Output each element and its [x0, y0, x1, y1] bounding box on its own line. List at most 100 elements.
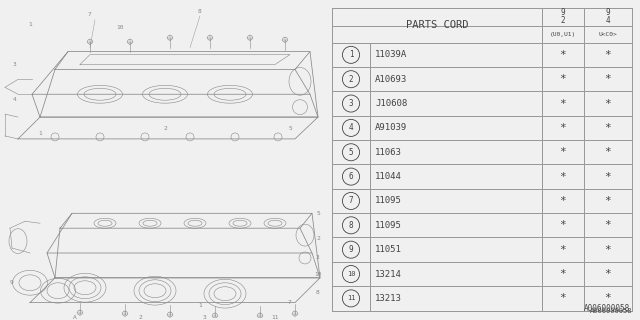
- Text: 11044: 11044: [375, 172, 402, 181]
- Text: 9: 9: [10, 280, 14, 285]
- Text: *: *: [559, 245, 566, 255]
- Text: 7: 7: [88, 12, 92, 17]
- Bar: [370, 262, 542, 286]
- Text: *: *: [605, 293, 611, 303]
- Bar: [332, 286, 370, 310]
- Bar: [370, 237, 542, 262]
- Bar: [332, 164, 370, 189]
- Bar: [542, 43, 584, 67]
- Text: *: *: [605, 147, 611, 157]
- Bar: [332, 26, 542, 43]
- Bar: [542, 286, 584, 310]
- Text: U<C0>: U<C0>: [598, 32, 618, 37]
- Bar: [332, 213, 370, 237]
- Text: A: A: [73, 315, 77, 320]
- Text: 8: 8: [349, 221, 353, 230]
- Text: 7: 7: [349, 196, 353, 205]
- Text: *: *: [605, 74, 611, 84]
- Bar: [584, 116, 632, 140]
- Text: 13214: 13214: [375, 269, 402, 278]
- Text: 3: 3: [316, 255, 320, 260]
- Text: *: *: [605, 196, 611, 206]
- Text: 3: 3: [349, 99, 353, 108]
- Text: *: *: [559, 293, 566, 303]
- Bar: [542, 213, 584, 237]
- Text: 9
2: 9 2: [561, 8, 565, 25]
- Text: 5: 5: [288, 126, 292, 132]
- Text: 8: 8: [316, 290, 320, 295]
- Bar: [542, 116, 584, 140]
- Bar: [542, 164, 584, 189]
- Text: 5: 5: [349, 148, 353, 157]
- Text: *: *: [605, 172, 611, 182]
- Bar: [370, 213, 542, 237]
- Text: *: *: [605, 123, 611, 133]
- Text: 4: 4: [13, 97, 17, 102]
- Text: 11: 11: [271, 315, 279, 320]
- Bar: [332, 189, 370, 213]
- Bar: [332, 92, 370, 116]
- Text: *: *: [605, 245, 611, 255]
- Bar: [542, 237, 584, 262]
- Text: 9
4: 9 4: [605, 8, 611, 25]
- Bar: [332, 262, 370, 286]
- Bar: [370, 189, 542, 213]
- Bar: [542, 189, 584, 213]
- Text: 6: 6: [349, 172, 353, 181]
- Bar: [584, 140, 632, 164]
- Bar: [584, 262, 632, 286]
- Bar: [370, 67, 542, 92]
- Text: 2: 2: [138, 315, 142, 320]
- Text: *: *: [605, 269, 611, 279]
- Text: *: *: [559, 220, 566, 230]
- Bar: [332, 8, 632, 310]
- Text: 1: 1: [28, 22, 32, 27]
- Bar: [542, 26, 584, 43]
- Text: 10: 10: [314, 272, 322, 277]
- Bar: [332, 116, 370, 140]
- Bar: [542, 8, 584, 26]
- Text: 1: 1: [38, 132, 42, 136]
- Text: 10: 10: [116, 25, 124, 30]
- Text: *: *: [559, 99, 566, 108]
- Bar: [584, 67, 632, 92]
- Text: *: *: [559, 123, 566, 133]
- Bar: [332, 67, 370, 92]
- Text: 11051: 11051: [375, 245, 402, 254]
- Text: *: *: [559, 172, 566, 182]
- Text: 1: 1: [198, 303, 202, 308]
- Text: *: *: [559, 50, 566, 60]
- Text: PARTS CORD: PARTS CORD: [406, 20, 468, 30]
- Text: *: *: [559, 74, 566, 84]
- Text: A10693: A10693: [375, 75, 407, 84]
- Bar: [584, 8, 632, 26]
- Text: A006000058: A006000058: [584, 304, 630, 313]
- Text: *: *: [605, 220, 611, 230]
- Text: A91039: A91039: [375, 124, 407, 132]
- Bar: [542, 92, 584, 116]
- Text: 9: 9: [349, 245, 353, 254]
- Text: *: *: [559, 269, 566, 279]
- Text: 8: 8: [198, 9, 202, 14]
- Bar: [332, 8, 542, 26]
- Text: 3: 3: [203, 315, 207, 320]
- Bar: [542, 262, 584, 286]
- Bar: [370, 116, 542, 140]
- Bar: [584, 213, 632, 237]
- Text: 3: 3: [13, 62, 17, 67]
- Text: 11095: 11095: [375, 221, 402, 230]
- Text: 11095: 11095: [375, 196, 402, 205]
- Bar: [542, 140, 584, 164]
- Text: 2: 2: [163, 126, 167, 132]
- Text: 4: 4: [349, 124, 353, 132]
- Bar: [542, 67, 584, 92]
- Text: 11: 11: [347, 295, 355, 301]
- Text: 2: 2: [349, 75, 353, 84]
- Text: 1: 1: [349, 50, 353, 59]
- Text: (U0,U1): (U0,U1): [550, 32, 576, 37]
- Text: 11063: 11063: [375, 148, 402, 157]
- Bar: [370, 164, 542, 189]
- Bar: [584, 43, 632, 67]
- Text: 13213: 13213: [375, 294, 402, 303]
- Bar: [584, 189, 632, 213]
